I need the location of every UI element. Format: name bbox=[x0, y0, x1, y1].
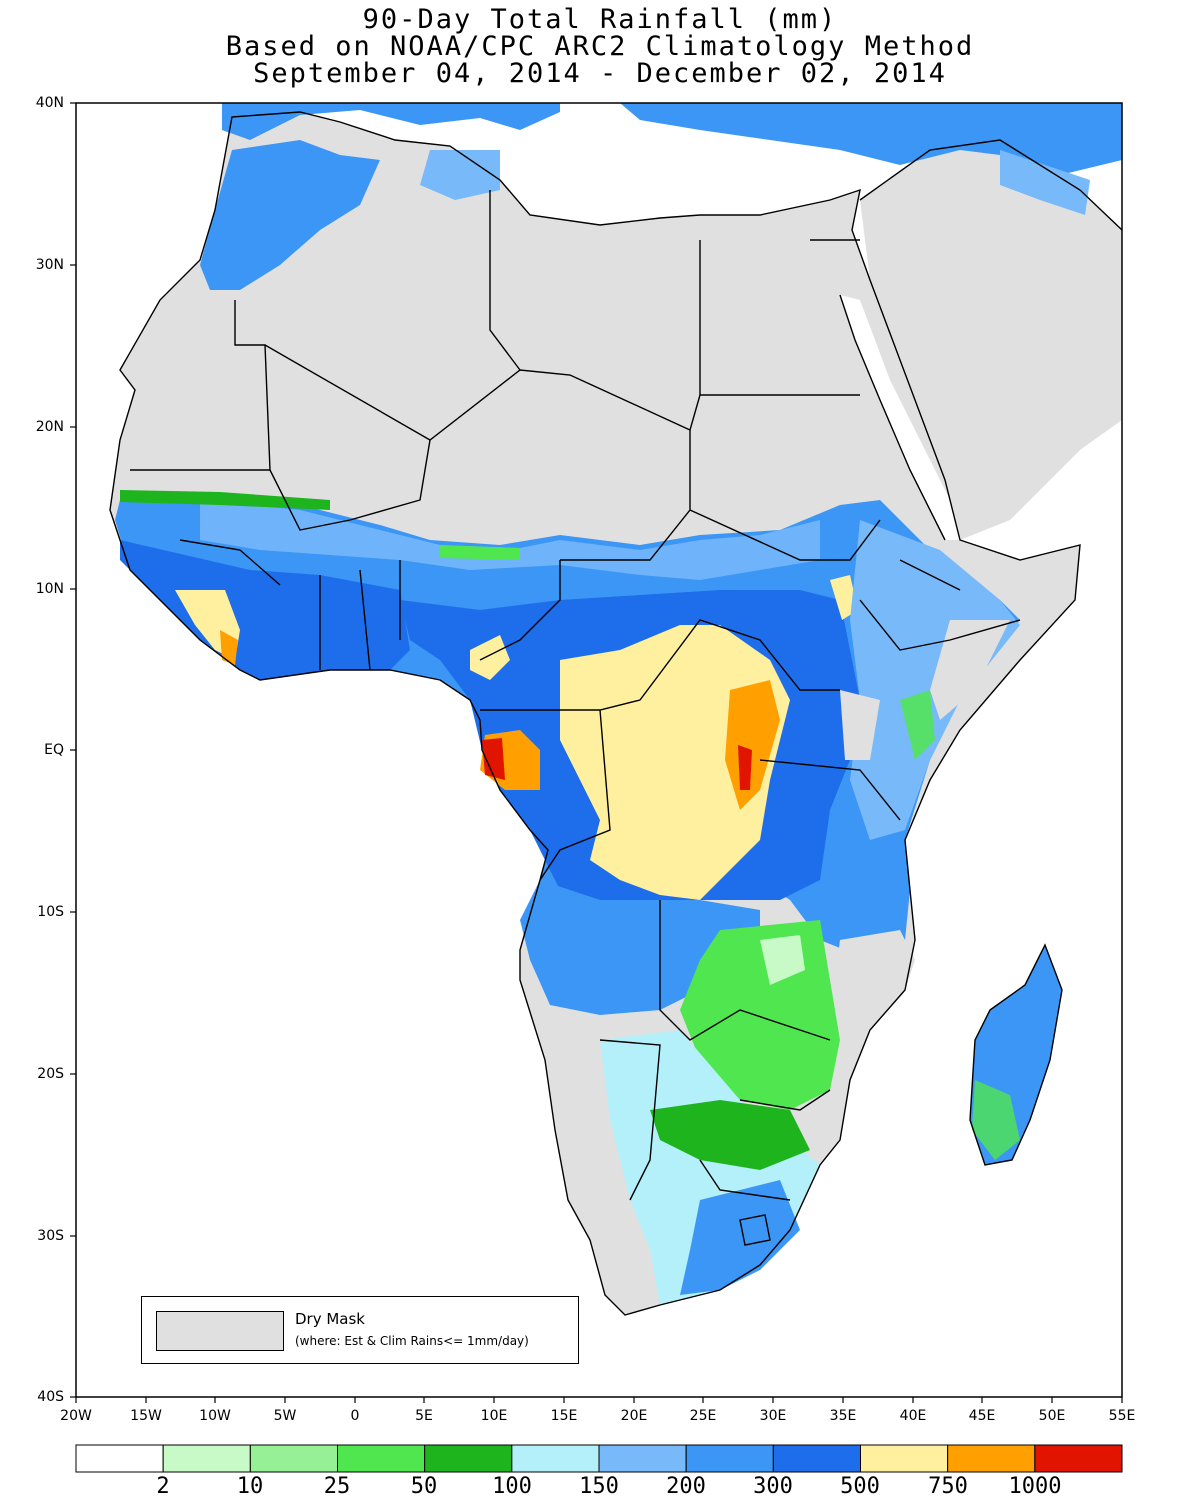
lon-label-15w: 15W bbox=[130, 1408, 162, 1424]
colorbar-swatch-7 bbox=[685, 1444, 774, 1473]
colorbar-swatch-3 bbox=[337, 1444, 426, 1473]
lon-label-40e: 40E bbox=[899, 1408, 927, 1424]
colorbar-label-200: 200 bbox=[666, 1474, 706, 1499]
lat-label-30n: 30N bbox=[35, 257, 64, 273]
colorbar-label-2: 2 bbox=[156, 1474, 170, 1499]
dry-mask-legend: Dry Mask (where: Est & Clim Rains<= 1mm/… bbox=[141, 1296, 579, 1364]
levant-rain bbox=[1000, 150, 1090, 215]
sahel-light-band bbox=[200, 500, 820, 580]
lon-label-45e: 45E bbox=[968, 1408, 996, 1424]
cameroon-yellow bbox=[470, 635, 510, 680]
ethiopia-yellow bbox=[830, 575, 858, 620]
lat-label-20n: 20N bbox=[35, 419, 64, 435]
gabon-red bbox=[482, 738, 505, 780]
colorbar-label-750: 750 bbox=[928, 1474, 968, 1499]
map-title: 90-Day Total Rainfall (mm) Based on NOAA… bbox=[0, 6, 1200, 87]
axis-ticks bbox=[70, 102, 1123, 1403]
europe-east-land bbox=[620, 103, 1122, 175]
red-sea bbox=[840, 295, 960, 540]
lon-label-0: 0 bbox=[350, 1408, 360, 1424]
namibia-gray bbox=[545, 1030, 650, 1300]
colorbar-swatch-8 bbox=[772, 1444, 861, 1473]
sahel-green-strip bbox=[120, 490, 330, 510]
colorbar bbox=[75, 1444, 1123, 1473]
colorbar-label-1000: 1000 bbox=[1008, 1474, 1062, 1499]
colorbar-label-50: 50 bbox=[410, 1474, 438, 1499]
colorbar-swatch-5 bbox=[511, 1444, 600, 1473]
colorbar-label-25: 25 bbox=[323, 1474, 351, 1499]
lon-label-20w: 20W bbox=[60, 1408, 92, 1424]
title-line-2: Based on NOAA/CPC ARC2 Climatology Metho… bbox=[225, 31, 975, 62]
colorbar-label-10: 10 bbox=[236, 1474, 264, 1499]
dry-mask-title: Dry Mask bbox=[295, 1310, 365, 1328]
dry-mask-swatch bbox=[156, 1311, 284, 1351]
lon-label-50e: 50E bbox=[1038, 1408, 1066, 1424]
colorbar-swatch-11 bbox=[1034, 1444, 1123, 1473]
colorbar-swatch-9 bbox=[860, 1444, 949, 1473]
colorbar-label-100: 100 bbox=[492, 1474, 532, 1499]
lon-label-5e: 5E bbox=[415, 1408, 433, 1424]
country-borders bbox=[109, 111, 1122, 1316]
south-africa-blue bbox=[680, 1180, 800, 1295]
colorbar-swatch-0 bbox=[75, 1444, 164, 1473]
nw-africa-rain bbox=[200, 140, 380, 290]
title-line-1: 90-Day Total Rainfall (mm) bbox=[362, 4, 838, 35]
europe-land bbox=[222, 103, 560, 140]
lon-label-55e: 55E bbox=[1108, 1408, 1136, 1424]
lat-label-40s: 40S bbox=[37, 1389, 64, 1405]
colorbar-swatch-10 bbox=[947, 1444, 1036, 1473]
colorbar-label-150: 150 bbox=[579, 1474, 619, 1499]
lat-label-30s: 30S bbox=[37, 1228, 64, 1244]
east-africa-green-patch bbox=[900, 690, 935, 760]
congo-red bbox=[738, 745, 752, 790]
lat-label-20s: 20S bbox=[37, 1066, 64, 1082]
lon-label-20e: 20E bbox=[620, 1408, 648, 1424]
madagascar-green bbox=[972, 1080, 1020, 1160]
botswana-green bbox=[650, 1100, 810, 1170]
congo-orange bbox=[725, 680, 780, 810]
lat-label-10s: 10S bbox=[37, 904, 64, 920]
colorbar-label-500: 500 bbox=[840, 1474, 880, 1499]
lat-label-eq: EQ bbox=[44, 742, 64, 758]
guinea-orange bbox=[220, 630, 238, 665]
lat-label-10n: 10N bbox=[35, 581, 64, 597]
title-line-3: September 04, 2014 - December 02, 2014 bbox=[253, 58, 947, 89]
colorbar-swatch-1 bbox=[162, 1444, 251, 1473]
kenya-gray bbox=[840, 690, 880, 760]
lon-label-10e: 10E bbox=[480, 1408, 508, 1424]
lon-label-10w: 10W bbox=[199, 1408, 231, 1424]
tunisia-rain bbox=[420, 150, 500, 200]
map-layers bbox=[109, 103, 1122, 1316]
colorbar-swatch-4 bbox=[424, 1444, 513, 1473]
lon-label-15e: 15E bbox=[550, 1408, 578, 1424]
zambia-light-green bbox=[760, 935, 805, 985]
nigeria-green bbox=[440, 545, 520, 560]
colorbar-label-300: 300 bbox=[753, 1474, 793, 1499]
lon-label-5w: 5W bbox=[273, 1408, 297, 1424]
lon-label-25e: 25E bbox=[689, 1408, 717, 1424]
lat-label-40n: 40N bbox=[35, 95, 64, 111]
horn-gray bbox=[930, 620, 1010, 720]
colorbar-swatch-2 bbox=[249, 1444, 338, 1473]
arabia-land bbox=[860, 140, 1122, 540]
lon-label-30e: 30E bbox=[759, 1408, 787, 1424]
west-africa-dark-blue bbox=[120, 540, 410, 680]
colorbar-swatch-6 bbox=[598, 1444, 687, 1473]
lon-label-35e: 35E bbox=[829, 1408, 857, 1424]
dry-mask-note: (where: Est & Clim Rains<= 1mm/day) bbox=[295, 1334, 529, 1348]
mozambique-gray bbox=[835, 930, 915, 1080]
